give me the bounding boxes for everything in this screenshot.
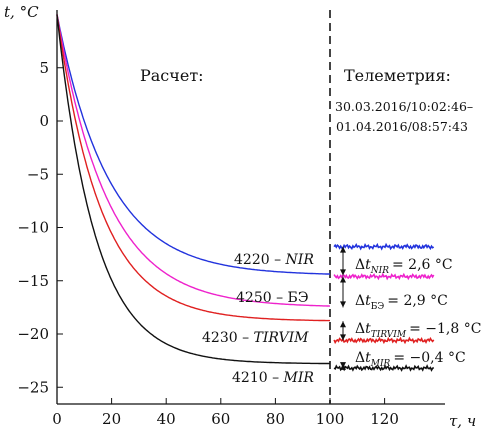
delta-value: = −1,8 °C [409,321,481,337]
series-label-be-dash: – [272,290,288,306]
series-label-nir-dash: – [270,252,286,268]
calc-curve-mir [56,14,330,365]
x-tick-label: 120 [370,410,399,428]
delta-label-nir: ΔtNIR = 2,6 °C [355,257,453,276]
y-tick-label: 5 [39,59,49,77]
delta-sub: БЭ [371,302,385,312]
series-label-mir-code: 4210 [232,370,268,386]
section-telemetry-label: Телеметрия: [344,66,451,85]
delta-sub: MIR [370,359,391,369]
tick-group: 0 20 40 60 80 100 120 5 0 −5 −10 −15 −20 −25 [17,59,399,428]
x-tick-label: 100 [316,410,345,428]
delta-arrows [340,246,346,370]
telemetry-period-start: 30.03.2016/10:02:46– [335,99,473,114]
delta-arrow-head [340,334,346,341]
delta-label-tirvim: ΔtTIRVIM = −1,8 °C [355,321,481,340]
delta-label-mir: ΔtMIR = −0,4 °C [355,350,466,369]
delta-value: = −0,4 °C [393,350,465,366]
telemetry-line-nir [333,242,435,251]
series-label-be-code: 4250 [236,290,272,306]
delta-t: t [365,257,371,273]
delta-symbol: Δ [355,350,365,366]
delta-value: = 2,6 °C [392,257,453,273]
delta-symbol: Δ [355,321,365,337]
y-axis-title: t, °C [4,3,39,21]
series-label-nir-unit: NIR [285,252,315,268]
series-label-nir-code: 4220 [234,252,270,268]
series-label-mir: 4210 – MIR [232,370,314,386]
x-axis-title: τ, ч [449,412,476,430]
delta-symbol: Δ [355,293,365,309]
telemetry-line-tirvim [333,336,435,345]
calc-curve-бэ [56,14,331,307]
delta-sub: NIR [370,266,389,276]
delta-arrow-head [340,321,346,328]
delta-value: = 2,9 °C [387,293,448,309]
delta-arrow-head [340,301,346,308]
series-label-nir: 4220 – NIR [234,252,314,268]
telemetry-line-mir [333,364,435,372]
y-tick-label: −25 [17,378,49,396]
series-label-tirvim: 4230 – TIRVIM [202,330,309,346]
x-tick-label: 60 [211,410,230,428]
series-label-tirvim-dash: – [238,330,254,346]
grid-and-axes [56,10,445,405]
telemetry-period-end: 01.04.2016/08:57:43 [336,119,468,134]
delta-arrow-head [340,276,346,283]
x-tick-label: 40 [157,410,176,428]
telemetry-lines [333,242,435,372]
delta-label-be: ΔtБЭ = 2,9 °C [355,293,448,312]
delta-arrow-head [340,246,346,253]
series-label-mir-unit: MIR [283,370,315,386]
calc-curves [56,14,331,365]
x-tick-label: 20 [102,410,121,428]
calc-curve-nir [56,14,331,275]
delta-t: t [365,293,371,309]
y-tick-label: −15 [17,272,49,290]
y-tick-label: −5 [27,165,49,183]
series-label-mir-dash: – [268,370,284,386]
x-tick-label: 0 [52,410,62,428]
delta-arrow-head [340,362,346,369]
delta-sub: TIRVIM [371,330,407,340]
delta-t: t [365,350,371,366]
x-tick-label: 80 [266,410,285,428]
y-tick-label: 0 [39,112,49,130]
section-calc-label: Расчет: [140,66,204,85]
series-label-tirvim-code: 4230 [202,330,238,346]
series-label-be-unit: БЭ [288,290,309,306]
delta-arrow-head [340,269,346,276]
delta-symbol: Δ [355,257,365,273]
series-label-tirvim-unit: TIRVIM [254,330,310,346]
delta-t: t [365,321,371,337]
telemetry-line-бэ [333,272,435,281]
series-label-be: 4250 – БЭ [236,290,309,306]
calc-curve-tirvim [56,14,330,322]
y-tick-label: −20 [17,325,49,343]
y-tick-label: −10 [17,219,49,237]
